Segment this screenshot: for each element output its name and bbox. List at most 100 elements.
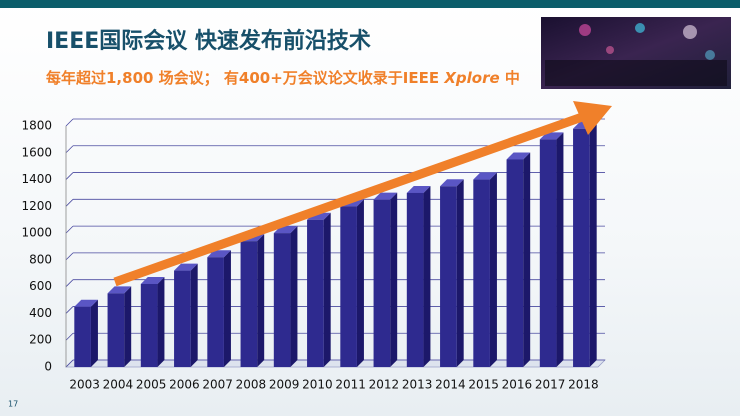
subtitle-italic: Xplore xyxy=(443,69,499,87)
bar-top xyxy=(373,192,398,200)
y-tick-label: 800 xyxy=(29,252,52,266)
bar-group xyxy=(406,185,431,367)
bar xyxy=(140,283,158,367)
bar-side xyxy=(523,152,531,367)
bar xyxy=(539,139,557,367)
grid-line xyxy=(65,306,74,314)
x-tick-label: 2012 xyxy=(369,378,400,392)
x-tick-label: 2011 xyxy=(335,378,366,392)
y-tick-label: 1600 xyxy=(21,145,52,159)
bar xyxy=(240,241,258,367)
y-tick-label: 1800 xyxy=(21,119,52,133)
bar-side xyxy=(356,199,364,367)
photo-detail xyxy=(545,23,727,86)
bar-group xyxy=(207,250,231,367)
slide-title: IEEE国际会议 快速发布前沿技术 xyxy=(46,28,371,54)
x-tick-label: 2007 xyxy=(202,378,233,392)
bar-side xyxy=(223,250,231,367)
y-tick-label: 1400 xyxy=(21,172,52,186)
bar xyxy=(74,306,91,367)
grid-line xyxy=(65,359,74,368)
grid-line xyxy=(65,332,74,341)
y-tick-label: 1200 xyxy=(21,199,52,213)
grid-line xyxy=(65,145,74,154)
bar-group xyxy=(107,286,132,367)
arrow-shaft xyxy=(113,111,587,287)
bar-side xyxy=(90,299,98,367)
subtitle-text: 每年超过1,800 场会议； 有400+万会议论文收录于IEEE xyxy=(46,69,444,87)
bar-group xyxy=(573,121,597,367)
bar-group xyxy=(174,263,198,367)
slide-subtitle: 每年超过1,800 场会议； 有400+万会议论文收录于IEEE Xplore … xyxy=(46,69,520,87)
bar-group xyxy=(307,212,331,367)
page-number: 17 xyxy=(8,400,18,409)
x-tick-label: 2013 xyxy=(402,378,433,392)
bar-top xyxy=(406,185,431,193)
bar-side xyxy=(589,121,597,367)
bar-top xyxy=(140,276,165,284)
y-tick-label: 1000 xyxy=(21,226,52,240)
bar-top xyxy=(74,299,98,307)
x-tick-label: 2016 xyxy=(502,378,533,392)
x-tick-label: 2006 xyxy=(169,378,200,392)
x-tick-label: 2005 xyxy=(136,378,167,392)
arrow-head xyxy=(573,101,612,135)
bar-side xyxy=(257,234,265,367)
bar-side xyxy=(423,185,431,367)
bar-group xyxy=(140,276,165,367)
top-bar xyxy=(0,0,740,8)
bar xyxy=(373,199,391,367)
bar-side xyxy=(390,192,398,367)
grid-line xyxy=(65,279,74,287)
bar xyxy=(207,257,224,367)
x-tick-label: 2003 xyxy=(69,378,100,392)
bar-top xyxy=(107,286,132,294)
bar-side xyxy=(323,212,331,367)
bar-group xyxy=(373,192,398,367)
bar-top xyxy=(440,179,464,187)
grid-line xyxy=(65,118,74,127)
bar-side xyxy=(489,172,497,367)
bar-group xyxy=(539,132,564,367)
y-tick-label: 600 xyxy=(29,279,52,293)
bar-side xyxy=(190,263,198,367)
bar-group xyxy=(240,234,265,367)
bar xyxy=(174,270,191,367)
bar xyxy=(573,128,590,367)
x-tick-label: 2009 xyxy=(269,378,300,392)
x-tick-label: 2015 xyxy=(468,378,499,392)
y-tick-label: 200 xyxy=(29,333,52,347)
bar xyxy=(273,233,291,367)
bar-group xyxy=(340,199,364,367)
bar-group xyxy=(473,172,497,367)
bar-top xyxy=(473,172,497,180)
bar-group xyxy=(506,152,531,367)
bar-top xyxy=(506,152,531,160)
bar xyxy=(406,192,424,367)
bar-group xyxy=(273,226,298,367)
x-tick-label: 2017 xyxy=(535,378,566,392)
bar-side xyxy=(556,132,564,367)
grid-line xyxy=(65,225,74,234)
bar xyxy=(107,293,125,367)
subtitle-text: 中 xyxy=(500,69,520,87)
x-tick-label: 2018 xyxy=(568,378,599,392)
x-tick-label: 2004 xyxy=(103,378,134,392)
y-tick-label: 400 xyxy=(29,306,52,320)
bar xyxy=(506,159,524,367)
grid-line xyxy=(65,252,74,261)
x-tick-label: 2014 xyxy=(435,378,466,392)
bar-top xyxy=(174,263,198,271)
bar xyxy=(340,206,357,367)
bar-side xyxy=(290,226,298,367)
x-tick-label: 2010 xyxy=(302,378,333,392)
grid-line xyxy=(65,172,74,180)
bar xyxy=(307,219,324,367)
bar-side xyxy=(157,276,165,367)
y-tick-label: 0 xyxy=(44,360,52,374)
bar-side xyxy=(456,179,464,367)
bar-group xyxy=(74,299,98,367)
